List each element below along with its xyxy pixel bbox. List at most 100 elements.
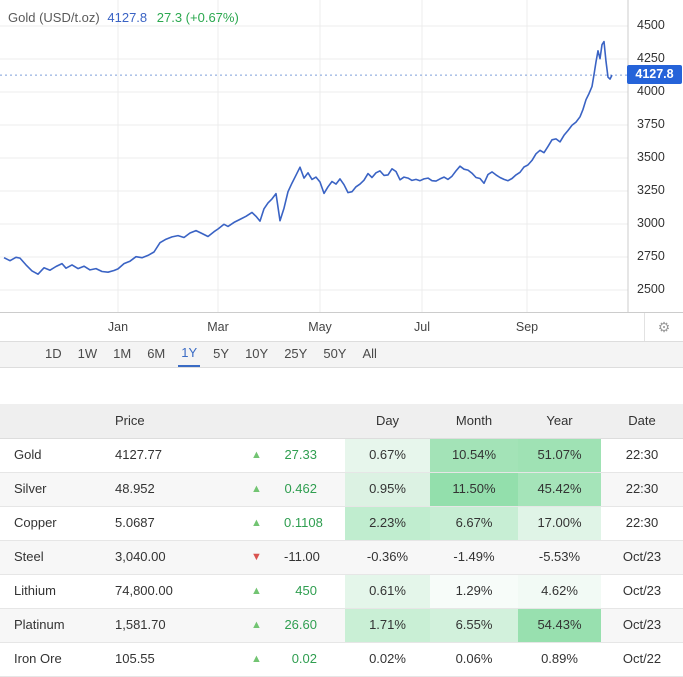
range-button-6m[interactable]: 6M — [147, 346, 166, 361]
commodity-price: 5.0687 — [115, 515, 155, 530]
time-range-bar: 1D 1W 1M 6M 1Y 5Y 10Y 25Y 50Y All — [0, 341, 683, 368]
change-value: 26.60 — [284, 617, 317, 632]
x-axis-tick: Mar — [207, 320, 229, 334]
table-row[interactable]: Copper 5.0687 ▲ 0.1108 2.23% 6.67% 17.00… — [0, 507, 683, 541]
year-percent: 51.07% — [518, 439, 601, 472]
commodity-price: 1,581.70 — [115, 617, 166, 632]
header-month: Month — [455, 413, 493, 428]
chart-change: 27.3 (+0.67%) — [156, 10, 239, 25]
change-value: 0.1108 — [284, 515, 323, 530]
commodity-name[interactable]: Lithium — [14, 583, 56, 598]
range-button-1d[interactable]: 1D — [45, 346, 62, 361]
year-percent: 54.43% — [518, 609, 601, 642]
date-value: 22:30 — [625, 515, 659, 530]
gold-price-chart: Gold (USD/t.oz) 4127.8 27.3 (+0.67%) 412… — [0, 0, 683, 368]
day-percent: 0.95% — [345, 473, 430, 506]
table-row[interactable]: Lithium 74,800.00 ▲ 450 0.61% 1.29% 4.62… — [0, 575, 683, 609]
range-button-all[interactable]: All — [362, 346, 377, 361]
commodity-price: 105.55 — [115, 651, 155, 666]
change-value: 0.02 — [291, 651, 317, 666]
month-percent: 1.29% — [430, 575, 518, 608]
chart-title: Gold (USD/t.oz) — [8, 10, 100, 25]
table-header-row: Price Day Month Year Date — [0, 404, 683, 439]
table-row[interactable]: Platinum 1,581.70 ▲ 26.60 1.71% 6.55% 54… — [0, 609, 683, 643]
month-percent: 10.54% — [430, 439, 518, 472]
range-button-5y[interactable]: 5Y — [213, 346, 230, 361]
range-button-1m[interactable]: 1M — [113, 346, 132, 361]
chart-header: Gold (USD/t.oz) 4127.8 27.3 (+0.67%) — [8, 10, 239, 25]
month-percent: 0.06% — [455, 651, 493, 666]
table-row[interactable]: Iron Ore 105.55 ▲ 0.02 0.02% 0.06% 0.89%… — [0, 643, 683, 677]
month-percent: 11.50% — [430, 473, 518, 506]
month-percent: -1.49% — [453, 549, 495, 564]
table-row[interactable]: Steel 3,040.00 ▼ -11.00 -0.36% -1.49% -5… — [0, 541, 683, 575]
day-percent: 1.71% — [345, 609, 430, 642]
x-axis-tick: Sep — [515, 320, 539, 334]
commodities-table: Price Day Month Year Date Gold 4127.77 ▲… — [0, 404, 683, 677]
commodity-name[interactable]: Copper — [14, 515, 57, 530]
commodity-name[interactable]: Platinum — [14, 617, 65, 632]
direction-arrow-icon: ▲ — [251, 653, 262, 665]
x-axis-tick: May — [308, 320, 332, 334]
header-year: Year — [546, 413, 573, 428]
range-button-1w[interactable]: 1W — [77, 346, 98, 361]
change-value: 0.462 — [284, 481, 317, 496]
direction-arrow-icon: ▲ — [251, 619, 262, 631]
range-button-50y[interactable]: 50Y — [323, 346, 347, 361]
date-value: Oct/23 — [622, 617, 662, 632]
day-percent: 0.67% — [345, 439, 430, 472]
header-date: Date — [628, 413, 656, 428]
day-percent: 0.02% — [369, 651, 406, 666]
date-value: Oct/23 — [622, 583, 662, 598]
x-axis-tick: Jan — [107, 320, 129, 334]
date-value: Oct/22 — [622, 651, 662, 666]
gear-icon[interactable]: ⚙ — [644, 313, 683, 341]
y-axis-tick: 3000 — [637, 216, 665, 230]
x-axis: ⚙ Jan Mar May Jul Sep — [0, 313, 683, 341]
day-percent: 0.61% — [345, 575, 430, 608]
direction-arrow-icon: ▲ — [251, 517, 262, 529]
commodity-price: 74,800.00 — [115, 583, 173, 598]
table-body: Gold 4127.77 ▲ 27.33 0.67% 10.54% 51.07%… — [0, 439, 683, 677]
direction-arrow-icon: ▲ — [251, 449, 262, 461]
commodity-price: 3,040.00 — [115, 549, 166, 564]
last-price-badge: 4127.8 — [627, 65, 682, 85]
x-axis-tick: Jul — [414, 320, 430, 334]
price-line-chart — [0, 0, 629, 312]
y-axis-tick: 3750 — [637, 117, 665, 131]
y-axis-tick: 2750 — [637, 249, 665, 263]
year-percent: 45.42% — [518, 473, 601, 506]
change-value: 450 — [295, 583, 317, 598]
chart-last-price: 4127.8 — [107, 10, 148, 25]
header-price: Price — [115, 413, 145, 428]
month-percent: 6.67% — [430, 507, 518, 540]
header-blank3 — [284, 404, 345, 438]
commodity-name[interactable]: Iron Ore — [14, 651, 62, 666]
table-row[interactable]: Silver 48.952 ▲ 0.462 0.95% 11.50% 45.42… — [0, 473, 683, 507]
year-percent: -5.53% — [538, 549, 581, 564]
date-value: 22:30 — [625, 481, 659, 496]
day-percent: 2.23% — [345, 507, 430, 540]
y-axis-tick: 4000 — [637, 84, 665, 98]
commodity-name[interactable]: Steel — [14, 549, 44, 564]
range-button-10y[interactable]: 10Y — [245, 346, 269, 361]
header-day: Day — [375, 413, 400, 428]
table-row[interactable]: Gold 4127.77 ▲ 27.33 0.67% 10.54% 51.07%… — [0, 439, 683, 473]
commodity-price: 4127.77 — [115, 447, 162, 462]
range-button-1y[interactable]: 1Y — [178, 342, 201, 367]
spacer — [0, 368, 683, 404]
y-axis-tick: 4500 — [637, 18, 665, 32]
change-value: -11.00 — [284, 549, 320, 564]
day-percent: -0.36% — [366, 549, 409, 564]
commodity-name[interactable]: Silver — [14, 481, 47, 496]
month-percent: 6.55% — [430, 609, 518, 642]
range-button-25y[interactable]: 25Y — [284, 346, 308, 361]
commodity-name[interactable]: Gold — [14, 447, 42, 462]
date-value: 22:30 — [625, 447, 659, 462]
commodity-price: 48.952 — [115, 481, 155, 496]
direction-arrow-icon: ▼ — [251, 551, 262, 563]
date-value: Oct/23 — [622, 549, 662, 564]
chart-plot-area[interactable]: Gold (USD/t.oz) 4127.8 27.3 (+0.67%) 412… — [0, 0, 683, 313]
year-percent: 4.62% — [518, 575, 601, 608]
direction-arrow-icon: ▲ — [251, 483, 262, 495]
